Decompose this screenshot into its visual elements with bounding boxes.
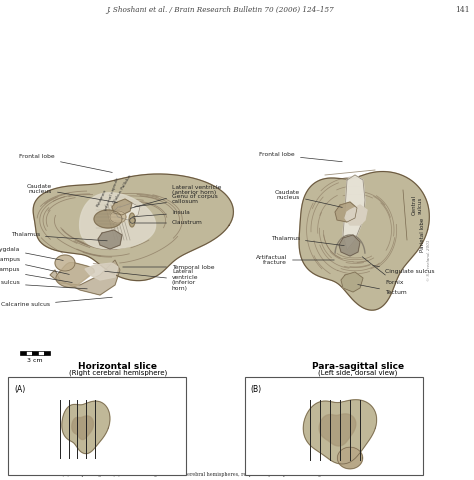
Bar — [44, 351, 50, 355]
Bar — [32, 351, 38, 355]
Bar — [245, 377, 423, 475]
Text: Central
sulcus: Central sulcus — [411, 195, 422, 215]
Polygon shape — [335, 202, 357, 222]
Bar — [26, 351, 32, 355]
Polygon shape — [94, 210, 122, 228]
Text: Collateral sulcus: Collateral sulcus — [0, 280, 87, 289]
Polygon shape — [303, 400, 377, 464]
Polygon shape — [112, 199, 132, 215]
Text: 141: 141 — [456, 6, 470, 14]
Text: Cingulate sulcus: Cingulate sulcus — [373, 265, 435, 275]
Polygon shape — [62, 401, 110, 454]
Text: V: V — [58, 392, 62, 397]
Polygon shape — [343, 175, 365, 250]
Text: III: III — [75, 392, 80, 397]
Polygon shape — [319, 414, 356, 446]
Polygon shape — [55, 255, 75, 271]
Polygon shape — [114, 203, 140, 220]
Text: (Left side, dorsal view): (Left side, dorsal view) — [319, 369, 398, 375]
Polygon shape — [33, 174, 233, 281]
Text: V: V — [318, 392, 322, 397]
Polygon shape — [339, 235, 360, 256]
Bar — [8, 377, 186, 475]
Text: Frontal lobe: Frontal lobe — [259, 153, 342, 162]
Text: I: I — [359, 392, 361, 397]
Text: Amygdala: Amygdala — [0, 247, 63, 261]
Text: Caudate
nucleus: Caudate nucleus — [275, 190, 342, 207]
Bar — [20, 351, 26, 355]
Text: (A): (A) — [14, 385, 25, 394]
Polygon shape — [98, 230, 122, 249]
Polygon shape — [299, 171, 429, 310]
Text: Thalamus: Thalamus — [11, 232, 107, 241]
Text: Claustrum: Claustrum — [135, 220, 203, 226]
Polygon shape — [56, 263, 94, 288]
Polygon shape — [50, 260, 120, 295]
Polygon shape — [337, 447, 363, 469]
Text: J. Shoshani et al. / Brain Research Bulletin 70 (2006) 124–157: J. Shoshani et al. / Brain Research Bull… — [106, 6, 334, 14]
Text: (Right cerebral hemisphere): (Right cerebral hemisphere) — [69, 369, 167, 375]
Polygon shape — [72, 416, 93, 440]
Text: Thalamus: Thalamus — [271, 236, 344, 246]
Text: Insula: Insula — [133, 211, 190, 217]
Text: Frontal lobe: Frontal lobe — [19, 155, 112, 172]
Text: II: II — [348, 392, 352, 397]
Text: tal (A) and parasagittal (B) sections of right and left cerebral hemispheres, re: tal (A) and parasagittal (B) sections of… — [55, 472, 419, 477]
Polygon shape — [85, 263, 118, 280]
Text: Parietal lobe: Parietal lobe — [420, 218, 426, 252]
Text: II: II — [85, 392, 88, 397]
Text: Parahippocampus: Parahippocampus — [0, 266, 72, 283]
Text: Calcarine sulcus: Calcarine sulcus — [1, 297, 112, 308]
Polygon shape — [341, 272, 363, 292]
Text: III: III — [338, 392, 342, 397]
Text: (B): (B) — [250, 385, 261, 394]
Text: Fornix: Fornix — [362, 257, 403, 285]
Polygon shape — [129, 213, 135, 227]
Text: Caudate
nucleus: Caudate nucleus — [27, 184, 117, 203]
Text: Horizontal slice: Horizontal slice — [79, 362, 157, 371]
Text: IV: IV — [66, 392, 72, 397]
Text: Hippocampus: Hippocampus — [0, 256, 69, 275]
Text: Globus Pallidus: Globus Pallidus — [112, 174, 132, 205]
Text: 3 cm: 3 cm — [27, 358, 43, 363]
Text: I: I — [94, 392, 96, 397]
Text: Internal capsule: Internal capsule — [104, 177, 120, 211]
Text: Genu of corpus
callosum: Genu of corpus callosum — [135, 193, 218, 207]
Text: IV: IV — [328, 392, 333, 397]
Text: Putamen: Putamen — [96, 188, 108, 207]
Text: Lateral
ventricle
(inferior
horn): Lateral ventricle (inferior horn) — [105, 269, 199, 291]
Polygon shape — [110, 211, 126, 223]
Text: © S. Freeland, 2001: © S. Freeland, 2001 — [427, 239, 431, 281]
Text: Temporal lobe: Temporal lobe — [123, 264, 215, 269]
Polygon shape — [345, 205, 367, 225]
Polygon shape — [80, 193, 155, 249]
Text: Tectum: Tectum — [358, 285, 407, 295]
Text: Artifactual
fracture: Artifactual fracture — [255, 254, 334, 265]
Text: Para-sagittal slice: Para-sagittal slice — [312, 362, 404, 371]
Text: VI: VI — [308, 392, 312, 397]
Text: Lateral ventricle
(anterior horn): Lateral ventricle (anterior horn) — [131, 185, 221, 208]
Bar — [38, 351, 44, 355]
